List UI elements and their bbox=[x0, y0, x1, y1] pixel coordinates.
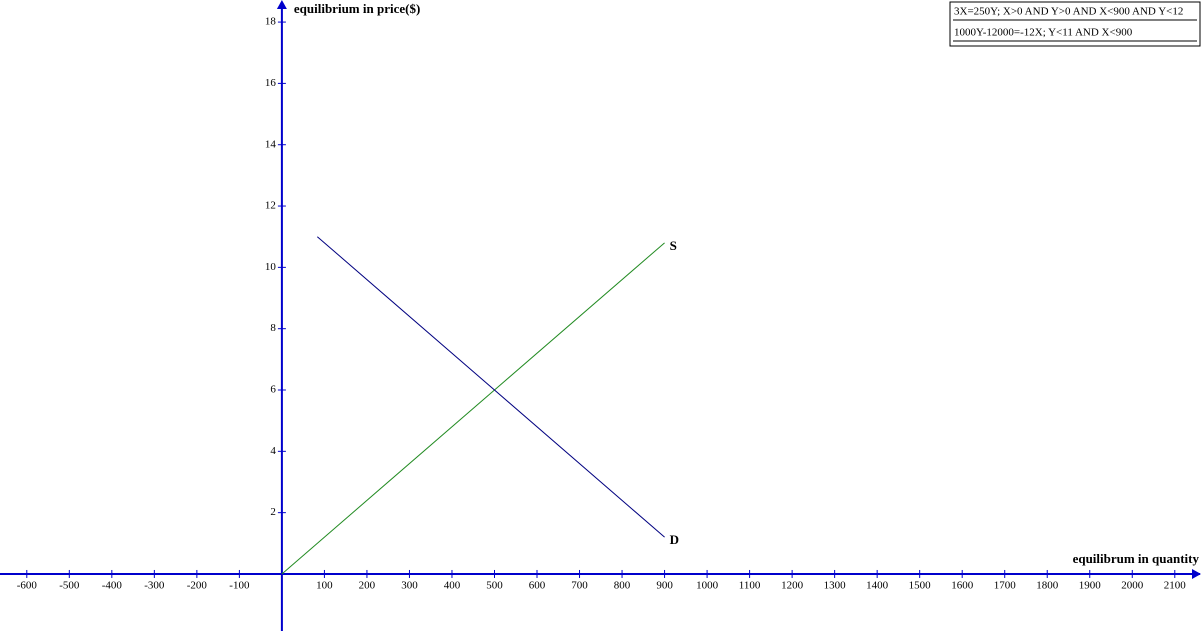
x-tick-label: -400 bbox=[102, 580, 123, 592]
x-tick-label: 1300 bbox=[824, 580, 847, 592]
x-tick-label: -200 bbox=[187, 580, 208, 592]
x-tick-label: -300 bbox=[144, 580, 165, 592]
x-tick-label: 800 bbox=[614, 580, 631, 592]
x-tick-label: 700 bbox=[571, 580, 588, 592]
y-tick-label: 8 bbox=[270, 322, 276, 334]
x-tick-label: 500 bbox=[486, 580, 503, 592]
x-tick-label: 1700 bbox=[994, 580, 1017, 592]
legend-box bbox=[949, 1, 1201, 47]
x-tick-label: 1800 bbox=[1036, 580, 1059, 592]
series-label: D bbox=[670, 532, 679, 547]
x-tick-label: 1900 bbox=[1079, 580, 1102, 592]
x-tick-label: 2100 bbox=[1164, 580, 1187, 592]
x-tick-label: 1200 bbox=[781, 580, 804, 592]
y-tick-label: 6 bbox=[270, 384, 276, 396]
x-axis-label: equilibrum in quantity bbox=[1073, 551, 1200, 566]
x-tick-label: 1600 bbox=[951, 580, 974, 592]
y-tick-label: 10 bbox=[265, 261, 277, 273]
y-tick-label: 2 bbox=[270, 506, 276, 518]
x-tick-label: 1100 bbox=[739, 580, 761, 592]
x-axis-arrow bbox=[1192, 568, 1201, 579]
y-axis-label: equilibrium in price($) bbox=[294, 1, 420, 16]
x-tick-label: -500 bbox=[59, 580, 80, 592]
x-tick-label: 2000 bbox=[1121, 580, 1144, 592]
x-tick-label: 300 bbox=[401, 580, 418, 592]
y-tick-label: 16 bbox=[265, 77, 277, 89]
y-tick-label: 18 bbox=[265, 16, 277, 28]
x-tick-label: 600 bbox=[529, 580, 546, 592]
x-tick-label: -100 bbox=[229, 580, 250, 592]
x-tick-label: 200 bbox=[359, 580, 376, 592]
x-tick-label: 900 bbox=[656, 580, 673, 592]
y-tick-label: 14 bbox=[265, 138, 277, 150]
x-tick-label: -600 bbox=[17, 580, 38, 592]
x-tick-label: 1500 bbox=[909, 580, 932, 592]
line-series bbox=[281, 242, 665, 575]
y-axis-arrow bbox=[276, 0, 287, 9]
legend-entry: 1000Y-12000=-12X; Y<11 AND X<900 bbox=[954, 27, 1133, 39]
x-tick-label: 400 bbox=[444, 580, 461, 592]
x-tick-label: 1400 bbox=[866, 580, 889, 592]
y-tick-label: 4 bbox=[270, 445, 276, 457]
legend-entry: 3X=250Y; X>0 AND Y>0 AND X<900 AND Y<12 bbox=[954, 6, 1183, 18]
line-series bbox=[317, 236, 665, 538]
series-label: S bbox=[670, 238, 677, 253]
x-tick-label: 1000 bbox=[696, 580, 719, 592]
x-tick-label: 100 bbox=[316, 580, 333, 592]
y-tick-label: 12 bbox=[265, 200, 276, 212]
